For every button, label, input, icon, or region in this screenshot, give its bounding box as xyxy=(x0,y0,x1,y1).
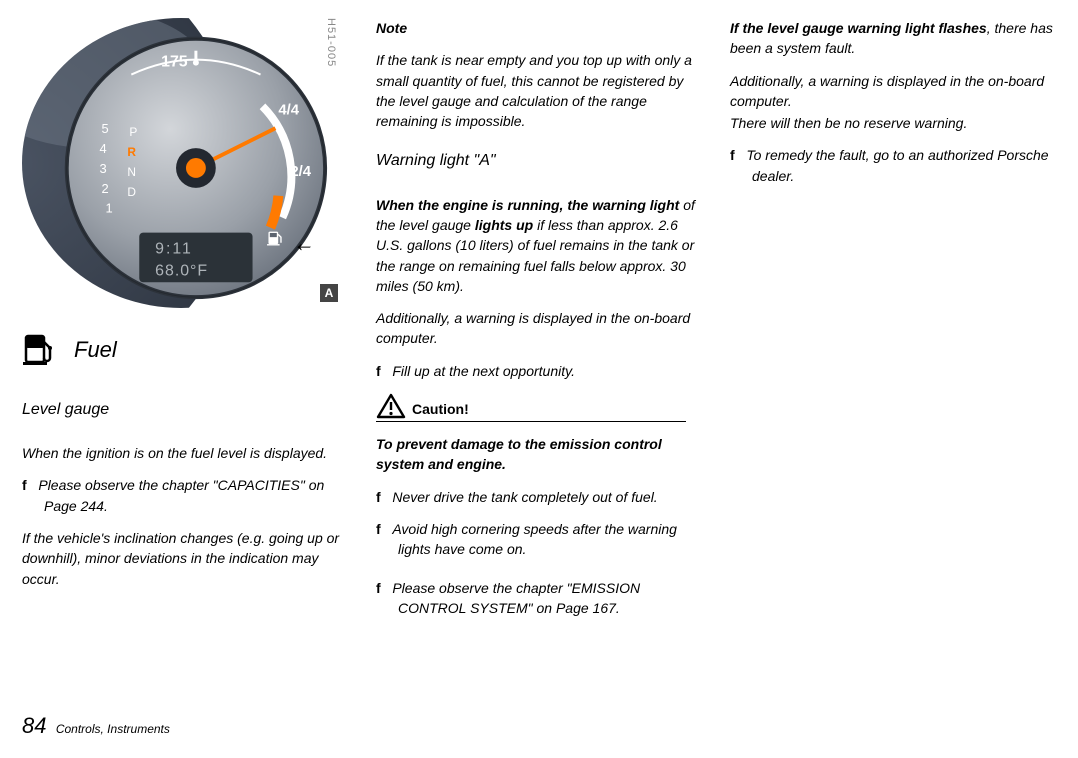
note-label: Note xyxy=(376,20,407,36)
svg-text:68.0°F: 68.0°F xyxy=(155,262,208,279)
image-code-label: H51-005 xyxy=(322,18,338,67)
footer-section: Controls, Instruments xyxy=(56,722,170,736)
col2-f2-text: Never drive the tank completely out of f… xyxy=(392,489,657,505)
svg-text:1: 1 xyxy=(105,201,112,216)
gauge-svg: 175 5 4 3 2 1 P R N D 4/4 2/4 xyxy=(22,18,340,308)
warning-light-heading: Warning light "A" xyxy=(376,149,702,172)
col3-p3: There will then be no reserve warning. xyxy=(730,113,1056,133)
page-footer: 84 Controls, Instruments xyxy=(22,710,170,742)
warn-p1-bold1: When the engine is running, the warning … xyxy=(376,197,679,213)
col2-f2: f Never drive the tank completely out of… xyxy=(376,487,702,507)
f-marker: f xyxy=(376,363,381,379)
caution-label: Caution! xyxy=(412,399,469,419)
svg-text:9:11: 9:11 xyxy=(155,240,193,257)
svg-text:2: 2 xyxy=(102,181,109,196)
svg-text:R: R xyxy=(127,145,136,159)
svg-text:2/4: 2/4 xyxy=(290,164,311,180)
note-text: If the tank is near empty and you top up… xyxy=(376,50,702,131)
col3-f1-text: To remedy the fault, go to an authorized… xyxy=(746,147,1048,183)
page-number: 84 xyxy=(22,713,46,738)
col3-p1: If the level gauge warning light flashes… xyxy=(730,18,1056,59)
col2-f3-text: Avoid high cornering speeds after the wa… xyxy=(392,521,677,557)
col3-p1-bold: If the level gauge warning light flashes xyxy=(730,20,987,36)
fuel-gauge-image: 175 5 4 3 2 1 P R N D 4/4 2/4 xyxy=(22,18,340,308)
col2-f3: f Avoid high cornering speeds after the … xyxy=(376,519,702,560)
col2-f4: f Please observe the chapter "EMISSION C… xyxy=(376,578,702,619)
svg-text:←: ← xyxy=(292,229,318,257)
caution-triangle-icon xyxy=(376,393,406,419)
f-marker: f xyxy=(376,521,381,537)
f-marker: f xyxy=(730,147,735,163)
fuel-pump-icon xyxy=(22,332,58,368)
warn-p1-bold2: lights up xyxy=(475,217,533,233)
f-marker: f xyxy=(376,489,381,505)
warn-p1: When the engine is running, the warning … xyxy=(376,195,702,296)
warn-p2: Additionally, a warning is displayed in … xyxy=(376,308,702,349)
svg-text:4: 4 xyxy=(100,141,107,156)
caution-row: Caution! xyxy=(376,393,686,422)
caution-p: To prevent damage to the emission contro… xyxy=(376,434,702,475)
svg-text:5: 5 xyxy=(102,121,109,136)
col2-f1: f Fill up at the next opportunity. xyxy=(376,361,702,381)
section-title-fuel: Fuel xyxy=(74,334,117,366)
col2-f1-text: Fill up at the next opportunity. xyxy=(392,363,575,379)
col1-f1-text: Please observe the chapter "CAPACITIES" … xyxy=(38,477,324,513)
col1-p2: If the vehicle's inclination changes (e.… xyxy=(22,528,348,589)
col1-f1: f Please observe the chapter "CAPACITIES… xyxy=(22,475,348,516)
col3-f1: f To remedy the fault, go to an authoriz… xyxy=(730,145,1056,186)
svg-text:P: P xyxy=(129,125,137,139)
svg-text:4/4: 4/4 xyxy=(278,102,299,118)
subheading-level-gauge: Level gauge xyxy=(22,398,348,421)
svg-text:N: N xyxy=(127,165,136,179)
f-marker: f xyxy=(376,580,381,596)
col1-p1: When the ignition is on the fuel level i… xyxy=(22,443,348,463)
col2-f4-text: Please observe the chapter "EMISSION CON… xyxy=(392,580,640,616)
svg-text:3: 3 xyxy=(100,161,107,176)
f-marker: f xyxy=(22,477,27,493)
svg-text:D: D xyxy=(127,185,136,199)
image-callout-a: A xyxy=(320,284,338,302)
col3-p2: Additionally, a warning is displayed in … xyxy=(730,71,1056,112)
